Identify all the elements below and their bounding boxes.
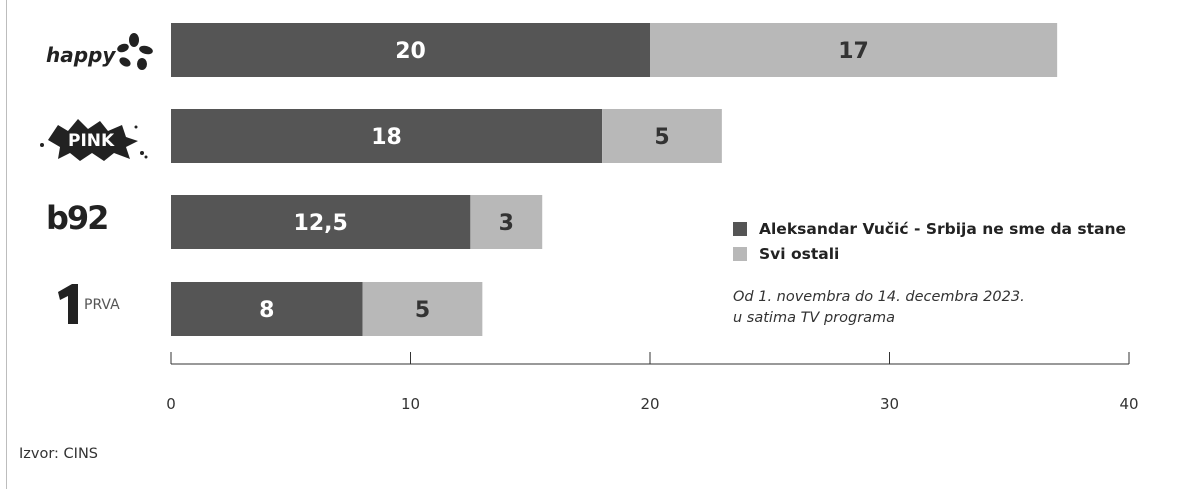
b92-logo-text: b92	[46, 199, 107, 237]
legend-label-secondary: Svi ostali	[759, 244, 840, 263]
pink-logo-text: PINK	[68, 131, 115, 151]
period-note-line-1: Od 1. novembra do 14. decembra 2023.	[733, 289, 1025, 305]
period-note-line-2: u satima TV programa	[733, 310, 896, 326]
prva-logo-text: PRVA	[84, 297, 120, 313]
bar-secondary-pink	[602, 109, 722, 163]
legend-swatch-secondary	[733, 246, 747, 261]
legend-swatch-primary	[733, 221, 747, 236]
bar-primary-prva	[171, 282, 363, 336]
bar-label-primary-prva: 8	[259, 298, 274, 323]
legend-item-primary: Aleksandar Vučić - Srbija ne sme da stan…	[733, 216, 1126, 241]
prva-logo: PRVA	[54, 282, 164, 326]
number-one-icon	[58, 284, 78, 324]
bar-primary-pink	[171, 109, 603, 163]
legend: Aleksandar Vučić - Srbija ne sme da stan…	[733, 216, 1126, 266]
x-tick-label-0: 0	[166, 395, 176, 413]
bar-label-secondary-prva: 5	[415, 298, 430, 323]
bar-label-secondary-happy: 17	[838, 39, 869, 64]
bar-label-primary-happy: 20	[395, 39, 426, 64]
b92-logo: b92	[46, 197, 156, 237]
left-border	[6, 0, 7, 489]
legend-label-primary: Aleksandar Vučić - Srbija ne sme da stan…	[759, 219, 1127, 238]
bar-primary-b92	[171, 195, 471, 249]
pink-logo: PINK	[30, 115, 160, 165]
bar-label-secondary-pink: 5	[654, 125, 669, 150]
x-tick-label-40: 40	[1119, 395, 1138, 413]
x-tick-label-30: 30	[880, 395, 899, 413]
legend-item-secondary: Svi ostali	[733, 241, 1126, 266]
bar-label-primary-b92: 12,5	[294, 211, 348, 236]
happy-logo-text: happy	[46, 43, 116, 67]
bar-label-secondary-b92: 3	[499, 211, 514, 236]
bar-primary-happy	[171, 23, 650, 77]
bar-secondary-happy	[650, 23, 1058, 77]
x-tick-label-10: 10	[401, 395, 420, 413]
period-note: Od 1. novembra do 14. decembra 2023. u s…	[733, 287, 1025, 329]
happy-logo: happy	[46, 30, 156, 80]
bar-label-primary-pink: 18	[371, 125, 402, 150]
flower-icon	[117, 33, 153, 70]
x-tick-label-20: 20	[640, 395, 659, 413]
bar-secondary-prva	[362, 282, 483, 336]
source-note: Izvor: CINS	[19, 446, 98, 462]
bar-secondary-b92	[470, 195, 543, 249]
splash-icon	[40, 119, 148, 161]
